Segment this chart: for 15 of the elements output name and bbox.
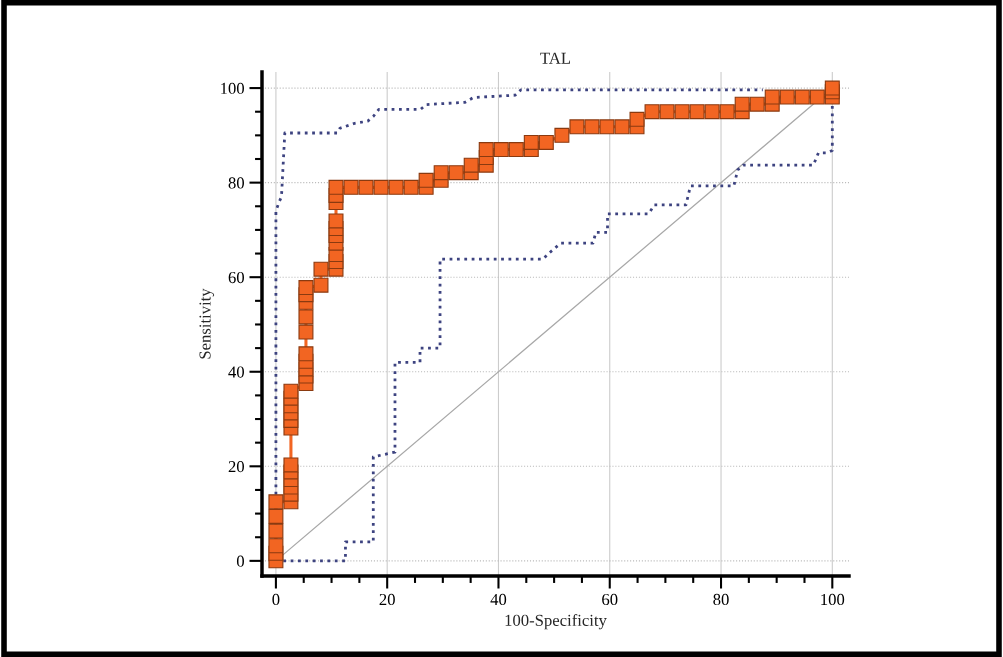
y-tick-label: 40 (228, 366, 244, 378)
y-tick-label: 20 (228, 461, 244, 473)
y-tick-label: 100 (221, 82, 244, 95)
chart-title: TAL (540, 52, 571, 64)
y-axis-title: Sensitivity (199, 288, 215, 359)
y-tick-label: 60 (228, 271, 244, 284)
x-tick-label: 20 (379, 593, 395, 606)
x-tick-label: 0 (272, 593, 280, 606)
x-axis-title: 100-Specificity (505, 614, 607, 630)
y-tick-label: 80 (228, 177, 244, 189)
x-tick-label: 40 (490, 593, 507, 606)
x-tick-label: 80 (713, 593, 729, 606)
y-tick-label: 0 (236, 555, 244, 567)
x-tick-label: 100 (821, 593, 845, 606)
x-tick-label: 60 (602, 593, 618, 606)
